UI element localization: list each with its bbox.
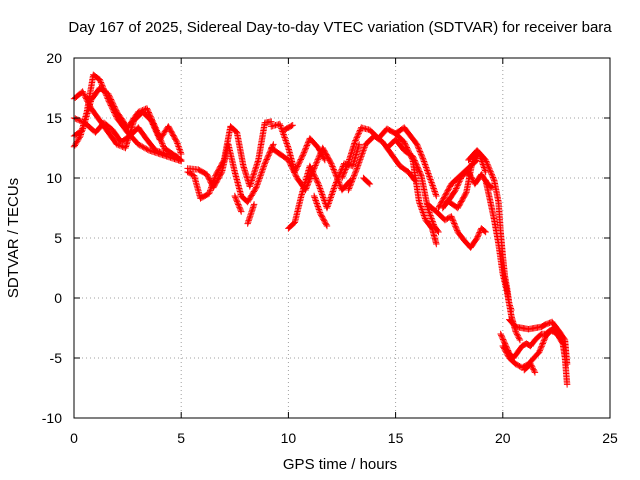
series-track-9 [268,120,329,176]
series-track-12 [310,192,331,230]
series-track-11 [268,144,354,194]
data-point-markers [521,360,539,376]
y-tick-label: 15 [46,110,62,126]
x-tick-label: 25 [602,430,618,446]
data-point-markers [360,174,374,188]
y-tick-label: 20 [46,50,62,66]
x-tick-label: 5 [177,430,185,446]
y-tick-label: 10 [46,170,62,186]
data-point-markers [383,136,442,236]
y-tick-label: -5 [50,350,63,366]
y-tick-label: 0 [54,290,62,306]
data-point-markers [268,144,354,194]
axis-ticks: 0 5 10 15 20 25 -10 -5 0 5 10 15 20 [42,50,618,446]
series-track-17 [392,130,440,248]
chart-title: Day 167 of 2025, Sidereal Day-to-day VTE… [68,19,612,36]
series-track-28 [521,360,539,376]
series-track-6 [184,141,277,206]
data-point-markers [244,201,258,227]
x-tick-label: 10 [281,430,297,446]
x-tick-label: 0 [70,430,78,446]
series-track-14 [338,124,440,200]
data-point-markers [310,192,331,230]
data-point-markers [392,130,440,248]
data-point-markers [280,122,296,134]
y-tick-label: -10 [42,410,62,426]
x-axis-label: GPS time / hours [283,456,397,473]
data-point-markers [506,316,571,368]
series-track-15 [345,132,419,194]
series-track-8 [244,201,258,227]
data-point-markers [424,201,489,251]
series-track-7 [231,192,245,215]
series-track-16 [383,136,442,236]
series-track-18 [360,174,374,188]
x-tick-label: 15 [388,430,404,446]
y-axis-label: SDTVAR / TECUs [5,178,22,298]
series-track-20 [424,201,489,251]
data-points [70,71,571,388]
data-point-markers [338,124,440,200]
series-track-27 [506,316,571,368]
data-point-markers [345,132,419,194]
data-point-markers [231,192,245,215]
data-point-markers [184,141,277,206]
x-tick-label: 20 [495,430,511,446]
y-tick-label: 5 [54,230,62,246]
series-track-13 [280,122,296,134]
data-point-markers [268,120,329,176]
